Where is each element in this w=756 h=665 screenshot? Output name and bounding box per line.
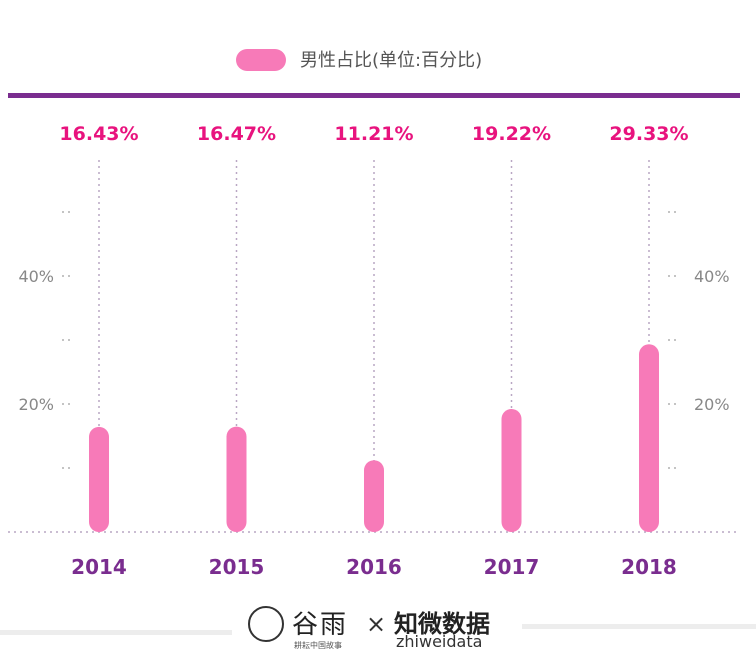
data-label-2016: 11.21% — [334, 123, 413, 145]
footer: 谷雨 耕耘中国故事 × 知微数据 zhiweidata — [0, 600, 756, 660]
y-tick-label-left: 40% — [18, 267, 54, 286]
x-tick-label-2018: 2018 — [621, 555, 677, 579]
data-label-2017: 19.22% — [472, 123, 551, 145]
bird-in-circle-icon — [248, 606, 284, 642]
data-label-2015: 16.47% — [197, 123, 276, 145]
bar-2014 — [89, 426, 109, 532]
data-label-2014: 16.43% — [59, 123, 138, 145]
top-rule — [8, 93, 740, 98]
data-label-2018: 29.33% — [609, 123, 688, 145]
bar-2017 — [501, 408, 522, 532]
logo-separator: × — [366, 610, 387, 638]
logo-zhiwei-latin: zhiweidata — [396, 632, 483, 651]
footer-divider-right — [522, 624, 756, 629]
legend-swatch — [236, 49, 286, 71]
y-tick-label-right: 20% — [694, 395, 730, 414]
logo-guyu: 谷雨 — [292, 610, 349, 640]
y-tick-label-left: 20% — [18, 395, 54, 414]
logo-zhiwei: 知微数据 — [394, 610, 490, 638]
bar-2016 — [364, 460, 384, 532]
bar-2015 — [226, 426, 247, 532]
footer-divider-left — [0, 630, 232, 635]
legend-label: 男性占比(单位:百分比) — [300, 50, 483, 71]
bar-2018 — [639, 344, 659, 532]
y-tick-label-right: 40% — [694, 267, 730, 286]
x-tick-label-2014: 2014 — [71, 555, 127, 579]
x-tick-label-2015: 2015 — [209, 555, 265, 579]
logo-guyu-tagline: 耕耘中国故事 — [294, 641, 342, 650]
x-tick-label-2016: 2016 — [346, 555, 402, 579]
x-tick-label-2017: 2017 — [484, 555, 540, 579]
